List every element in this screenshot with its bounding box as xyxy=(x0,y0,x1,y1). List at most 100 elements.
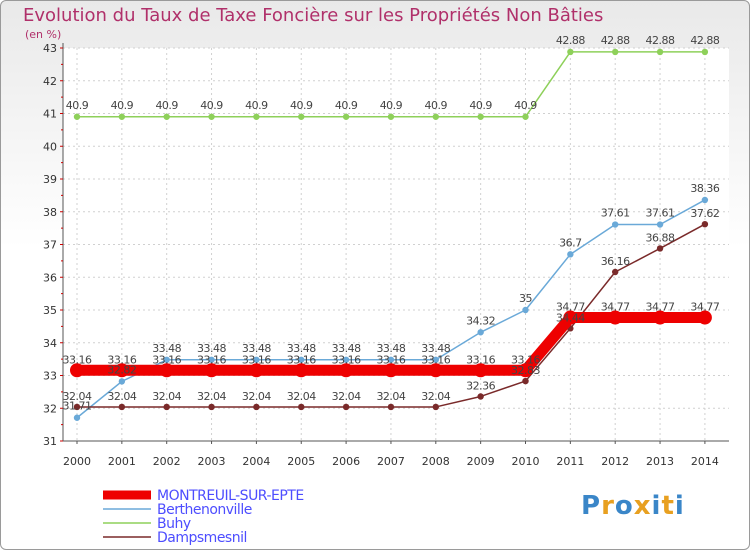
x-tick-label: 2000 xyxy=(63,455,91,468)
logo-letter: t xyxy=(661,491,675,521)
data-label: 33.16 xyxy=(376,353,405,366)
data-label: 33.16 xyxy=(152,353,181,366)
data-label: 37.61 xyxy=(601,207,630,220)
data-label: 32.04 xyxy=(107,390,136,403)
data-label: 33.16 xyxy=(242,353,271,366)
data-label: 40.9 xyxy=(155,99,178,112)
data-label: 40.9 xyxy=(469,99,492,112)
y-tick-label: 32 xyxy=(43,402,57,415)
data-label: 34.77 xyxy=(556,301,585,314)
data-point xyxy=(656,221,664,228)
data-point xyxy=(208,403,215,411)
data-label: 40.9 xyxy=(200,99,223,112)
data-label: 40.9 xyxy=(514,99,537,112)
data-point xyxy=(477,113,484,120)
data-point xyxy=(567,251,574,258)
data-label: 33.48 xyxy=(421,342,450,355)
data-point xyxy=(342,403,350,411)
data-point xyxy=(339,363,354,378)
x-tick-label: 2011 xyxy=(556,455,584,468)
data-label: 40.9 xyxy=(290,99,313,112)
data-label: 33.16 xyxy=(332,353,361,366)
data-point xyxy=(114,363,129,378)
data-point xyxy=(159,363,174,378)
data-label: 33.16 xyxy=(466,353,495,366)
data-point xyxy=(163,403,170,411)
legend-label: Dampsmesnil xyxy=(157,530,247,546)
data-label: 33.48 xyxy=(287,342,316,355)
x-tick-label: 2014 xyxy=(691,455,719,468)
data-point xyxy=(612,48,619,56)
data-label: 40.9 xyxy=(425,99,448,112)
data-label: 32.04 xyxy=(197,390,226,403)
logo-letter: r xyxy=(601,491,615,521)
data-point xyxy=(701,48,709,56)
data-point xyxy=(118,403,126,411)
data-point xyxy=(163,113,170,120)
data-label: 33.48 xyxy=(242,342,271,355)
proxiti-logo: Proxiti xyxy=(581,491,685,521)
data-point xyxy=(522,113,529,120)
data-point xyxy=(477,329,484,336)
data-label: 40.9 xyxy=(66,99,89,112)
legend-label: Buhy xyxy=(157,516,191,532)
data-label: 40.9 xyxy=(245,99,268,112)
data-label: 40.9 xyxy=(380,99,403,112)
data-point xyxy=(522,306,529,314)
data-label: 34.77 xyxy=(646,301,675,314)
x-tick-label: 2005 xyxy=(287,455,315,468)
data-label: 33.48 xyxy=(197,342,226,355)
data-label: 33.48 xyxy=(376,342,405,355)
legend-label: Berthenonville xyxy=(157,502,252,518)
data-point xyxy=(342,113,350,120)
x-tick-label: 2003 xyxy=(198,455,226,468)
data-point xyxy=(249,363,264,378)
data-label: 34.32 xyxy=(466,314,495,327)
data-point xyxy=(253,113,260,120)
data-point xyxy=(298,356,305,363)
data-label: 40.9 xyxy=(111,99,134,112)
data-point xyxy=(118,113,126,120)
data-point xyxy=(477,393,484,400)
data-point xyxy=(608,310,623,325)
data-point xyxy=(473,363,488,378)
data-point xyxy=(656,245,664,252)
data-label: 34.77 xyxy=(601,301,630,314)
data-point xyxy=(298,113,305,120)
data-label: 35 xyxy=(519,292,532,305)
data-label: 34.77 xyxy=(690,301,719,314)
data-label: 32.04 xyxy=(63,390,92,403)
data-label: 33.16 xyxy=(197,353,226,366)
data-point xyxy=(432,113,439,120)
data-point xyxy=(253,356,260,363)
y-tick-label: 43 xyxy=(43,42,57,55)
y-tick-label: 42 xyxy=(43,75,57,88)
logo-letter: o xyxy=(614,491,634,521)
data-point xyxy=(697,310,712,325)
logo-letter: x xyxy=(633,491,652,521)
data-label: 33.16 xyxy=(287,353,316,366)
y-tick-label: 35 xyxy=(43,304,57,317)
data-label: 32.04 xyxy=(376,390,405,403)
data-label: 33.16 xyxy=(511,353,540,366)
data-label: 32.82 xyxy=(107,363,136,376)
data-label: 40.9 xyxy=(335,99,358,112)
data-label: 42.88 xyxy=(690,34,719,47)
x-tick-label: 2009 xyxy=(467,455,495,468)
x-tick-label: 2006 xyxy=(332,455,360,468)
data-label: 33.16 xyxy=(107,353,136,366)
data-point xyxy=(294,363,309,378)
data-point xyxy=(653,310,668,325)
data-point xyxy=(432,403,439,411)
data-point xyxy=(612,268,619,276)
y-tick-label: 39 xyxy=(43,173,57,186)
data-label: 34.44 xyxy=(556,311,585,324)
data-point xyxy=(387,403,395,411)
logo-letter: P xyxy=(581,491,602,521)
data-point xyxy=(563,310,578,325)
data-point xyxy=(518,363,533,378)
data-point xyxy=(701,220,709,228)
logo-letter: i xyxy=(651,491,662,521)
data-point xyxy=(163,356,170,363)
